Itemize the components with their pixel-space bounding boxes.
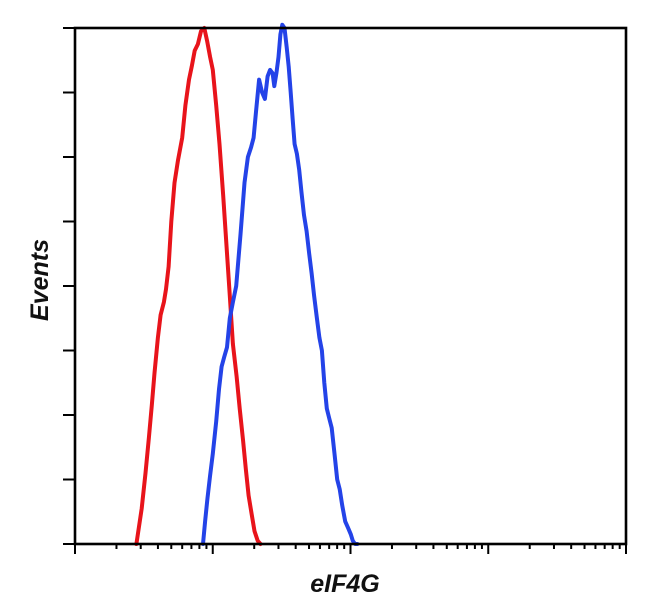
series-line-blue xyxy=(201,22,360,546)
x-axis-ticks xyxy=(74,544,627,554)
series-layer xyxy=(134,22,360,546)
plot-frame xyxy=(73,26,628,546)
y-axis-ticks xyxy=(63,27,75,545)
series-line-red xyxy=(134,26,263,546)
y-axis-label: Events xyxy=(26,239,54,321)
x-axis-label: eIF4G xyxy=(310,570,379,598)
